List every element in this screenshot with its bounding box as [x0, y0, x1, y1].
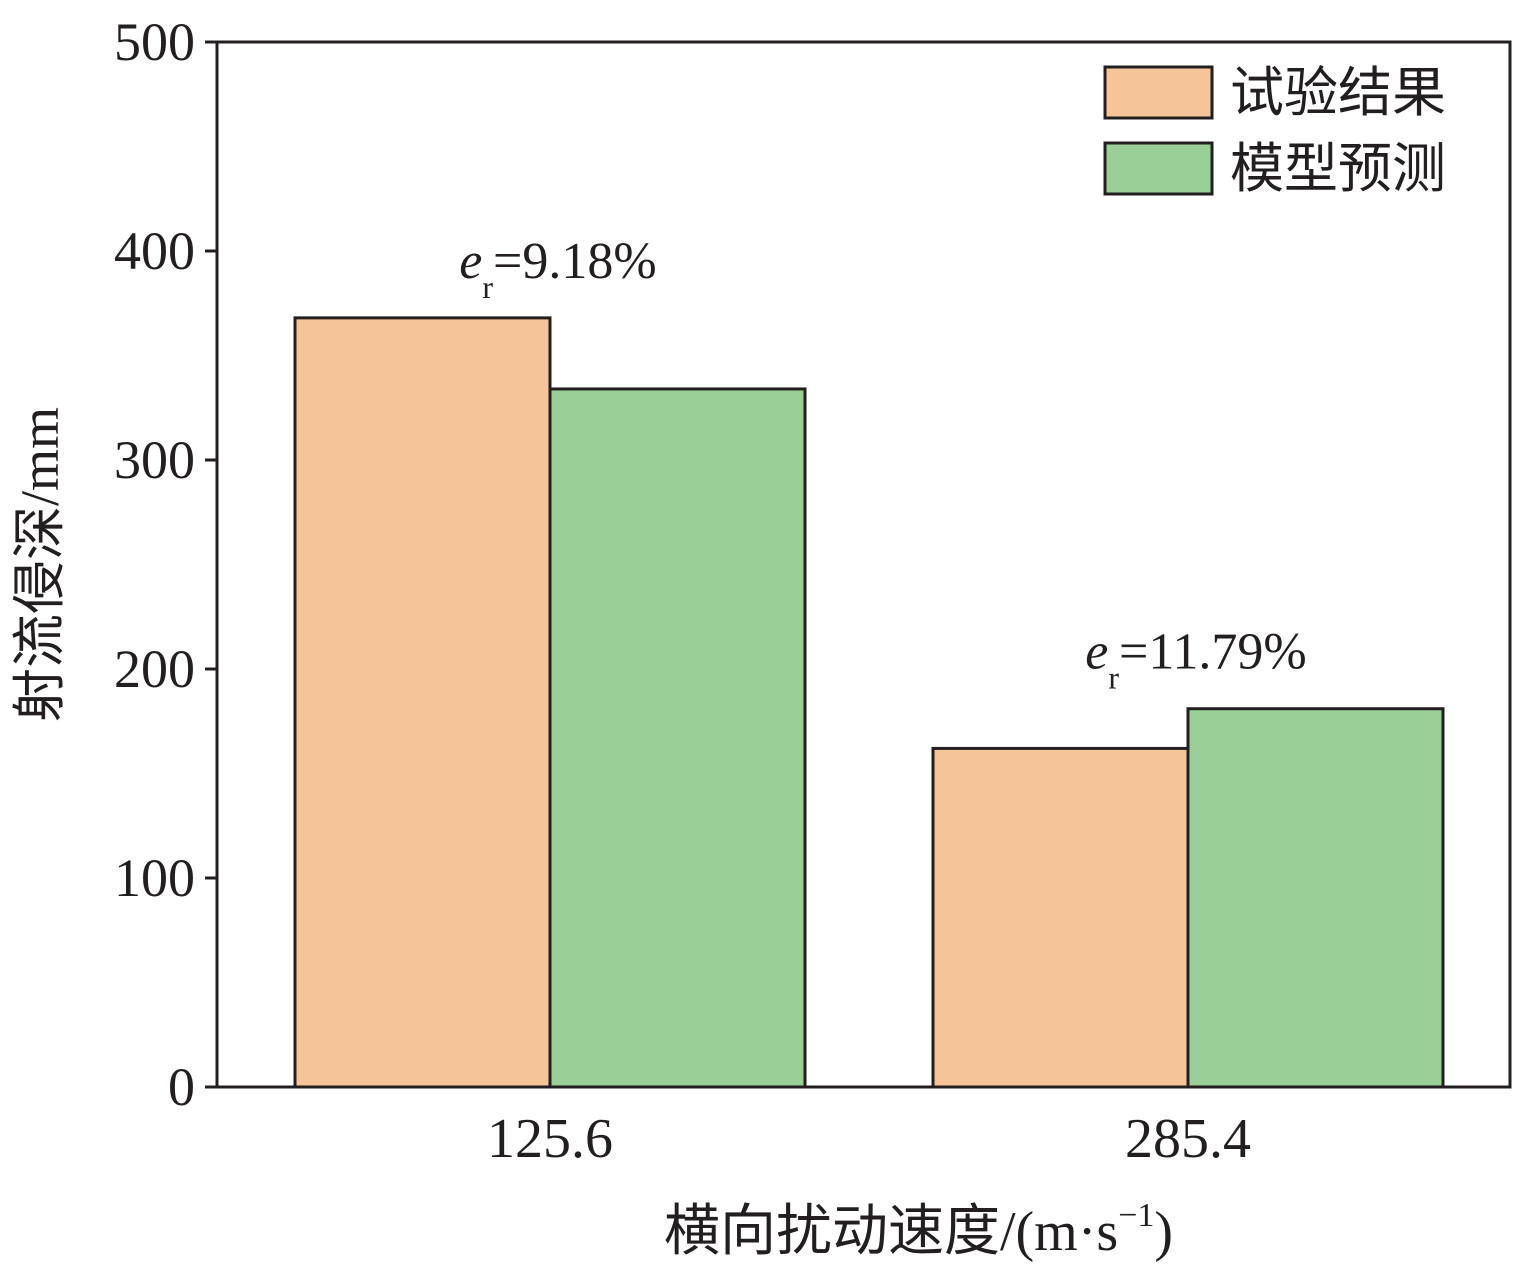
x-tick-label: 285.4 — [1125, 1108, 1251, 1170]
annotation-symbol: e — [459, 233, 482, 290]
y-tick-label: 500 — [114, 12, 195, 72]
annotation-subscript: r — [482, 269, 493, 305]
x-axis-label-superscript: −1 — [1118, 1197, 1154, 1234]
legend-label: 试验结果 — [1230, 63, 1446, 123]
x-axis-label-text: 横向扰动速度/(m·s — [664, 1201, 1118, 1263]
y-tick-label: 400 — [114, 221, 195, 281]
legend-swatch — [1103, 65, 1214, 120]
y-tick-label: 0 — [168, 1057, 195, 1117]
x-axis-label-suffix: ) — [1154, 1201, 1173, 1263]
y-tick-label: 100 — [114, 848, 195, 908]
y-axis-label: 射流侵深/mm — [10, 407, 70, 722]
annotation-subscript: r — [1108, 660, 1119, 696]
x-tick-label: 125.6 — [487, 1108, 613, 1170]
annotation: er=11.79% — [1085, 624, 1306, 696]
plot-frame — [215, 40, 1512, 1089]
y-tick-label: 200 — [114, 639, 195, 699]
x-axis-label: 横向扰动速度/(m·s−1) — [664, 1197, 1173, 1263]
bar — [293, 316, 552, 1089]
bar — [548, 387, 807, 1089]
legend-label: 模型预测 — [1230, 139, 1446, 199]
y-tick-label: 300 — [114, 430, 195, 490]
annotation: er=9.18% — [459, 233, 656, 305]
annotation-text: =9.18% — [493, 233, 657, 290]
bar — [931, 746, 1190, 1089]
bar — [1186, 707, 1445, 1089]
annotation-symbol: e — [1085, 624, 1108, 681]
annotation-text: =11.79% — [1119, 624, 1307, 681]
legend-swatch — [1103, 141, 1214, 196]
